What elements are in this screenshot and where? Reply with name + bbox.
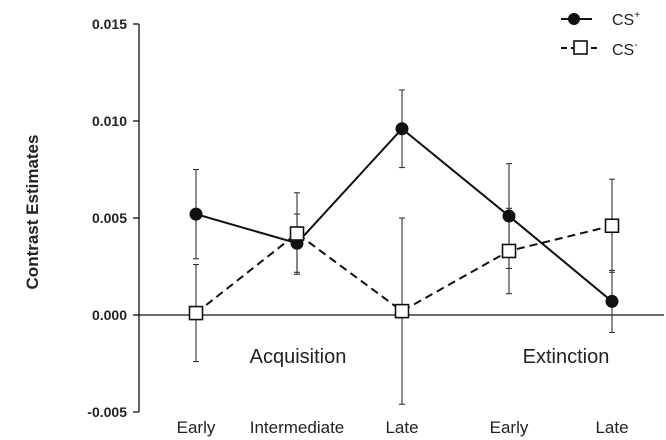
phase-label-extinction: Extinction xyxy=(523,346,610,368)
x-category-label: Early xyxy=(490,418,529,437)
legend-sup-cs-minus: - xyxy=(634,40,637,51)
y-tick-label: 0.000 xyxy=(92,307,127,323)
legend-label-cs-minus: CS- xyxy=(612,40,638,59)
data-point xyxy=(395,122,409,136)
x-category-labels: Early Intermediate Late Early Late xyxy=(177,418,629,437)
y-tick-label: 0.015 xyxy=(92,16,127,32)
series-cs-minus xyxy=(193,178,615,405)
data-point xyxy=(502,209,516,223)
markers-cs-plus xyxy=(189,122,619,308)
x-category-label: Late xyxy=(385,418,418,437)
legend-marker-cs-minus xyxy=(573,40,588,55)
series-line xyxy=(195,224,613,314)
data-point xyxy=(501,243,517,259)
legend-marker-cs-plus xyxy=(568,13,580,25)
legend-label-cs-plus: CS+ xyxy=(612,10,640,29)
data-point xyxy=(289,226,305,241)
markers-cs-minus xyxy=(188,218,620,321)
x-category-label: Intermediate xyxy=(250,418,345,437)
y-tick-label: 0.010 xyxy=(92,113,127,129)
y-tick-label: 0.005 xyxy=(92,210,127,226)
phase-label-acquisition: Acquisition xyxy=(250,346,347,368)
y-ticks: -0.005 0.000 0.005 0.010 0.015 xyxy=(87,16,139,420)
legend-name-cs-plus: CS xyxy=(612,12,634,29)
legend: CS+ CS- xyxy=(561,10,640,59)
legend-sup-cs-plus: + xyxy=(634,10,640,21)
legend-name-cs-minus: CS xyxy=(612,42,634,59)
data-point xyxy=(394,303,410,319)
data-point xyxy=(604,218,620,234)
series-layer xyxy=(188,89,620,405)
x-category-label: Late xyxy=(595,418,628,437)
legend-item-cs-minus: CS- xyxy=(561,40,638,59)
y-tick-label: -0.005 xyxy=(87,404,127,420)
y-axis-title: Contrast Estimates xyxy=(23,135,42,290)
phase-labels: Acquisition Extinction xyxy=(250,346,610,368)
legend-item-cs-plus: CS+ xyxy=(561,10,640,29)
data-point xyxy=(605,294,619,308)
series-line xyxy=(195,127,613,303)
x-category-label: Early xyxy=(177,418,216,437)
data-point xyxy=(189,207,203,221)
data-point xyxy=(188,305,204,321)
